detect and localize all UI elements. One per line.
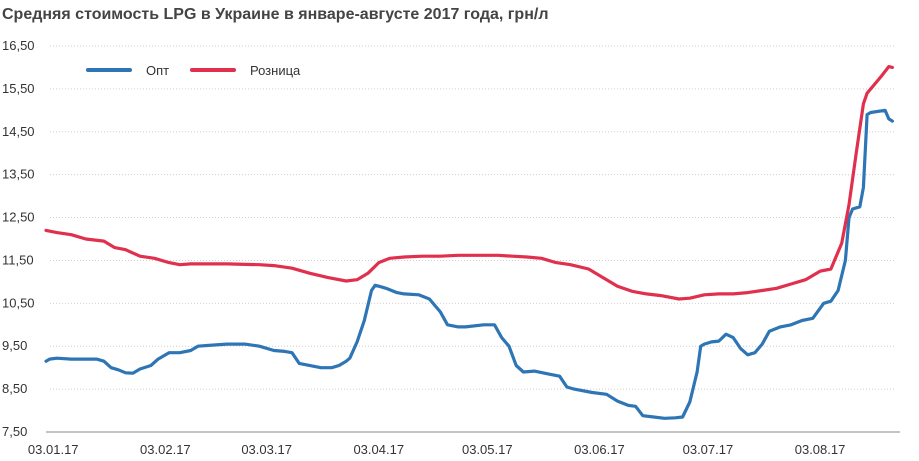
legend-label: Опт [146, 63, 169, 78]
y-tick-label: 15,50 [2, 81, 35, 96]
y-tick-label: 13,50 [2, 167, 35, 182]
y-axis: 7,50 8,50 9,50 10,50 11,50 12,50 13,50 14,50 15,… [2, 38, 35, 439]
x-tick-label: 03.01.17 [28, 442, 79, 457]
y-tick-label: 14,50 [2, 124, 35, 139]
x-tick-label: 03.05.17 [462, 442, 513, 457]
y-tick-label: 8,50 [2, 381, 27, 396]
y-tick-label: 11,50 [2, 252, 34, 267]
x-tick-label: 03.03.17 [241, 442, 292, 457]
y-tick-label: 12,50 [2, 210, 35, 225]
legend-label: Розница [250, 63, 301, 78]
x-tick-label: 03.07.17 [683, 442, 734, 457]
grid-lines [50, 45, 896, 433]
legend: Опт Розница [86, 63, 301, 78]
x-tick-label: 03.08.17 [795, 442, 846, 457]
x-tick-label: 03.04.17 [353, 442, 404, 457]
x-tick-label: 03.06.17 [574, 442, 625, 457]
y-tick-label: 10,50 [2, 295, 35, 310]
series-lines [44, 64, 895, 420]
x-axis: 03.01.17 03.02.17 03.03.17 03.04.17 03.05.17… [28, 431, 900, 457]
series-line-1 [44, 108, 895, 420]
series-line-2 [44, 64, 895, 301]
y-tick-label: 9,50 [2, 338, 27, 353]
y-tick-label: 7,50 [2, 424, 27, 439]
x-tick-label: 03.02.17 [140, 442, 191, 457]
y-tick-label: 16,50 [2, 38, 35, 53]
chart-title: Средняя стоимость LPG в Украине в январе… [2, 6, 549, 23]
